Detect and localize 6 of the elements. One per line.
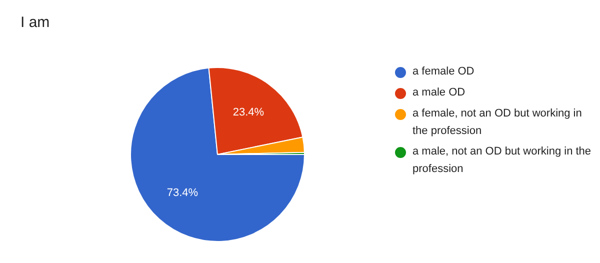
legend-label: a male, not an OD but working in the profession <box>412 146 592 175</box>
legend-label: a male OD <box>412 86 466 98</box>
data-label: 73.4% <box>166 187 198 200</box>
chart-title: I am <box>20 14 50 31</box>
legend-label: a female OD <box>412 66 474 78</box>
data-label: 23.4% <box>232 106 264 118</box>
